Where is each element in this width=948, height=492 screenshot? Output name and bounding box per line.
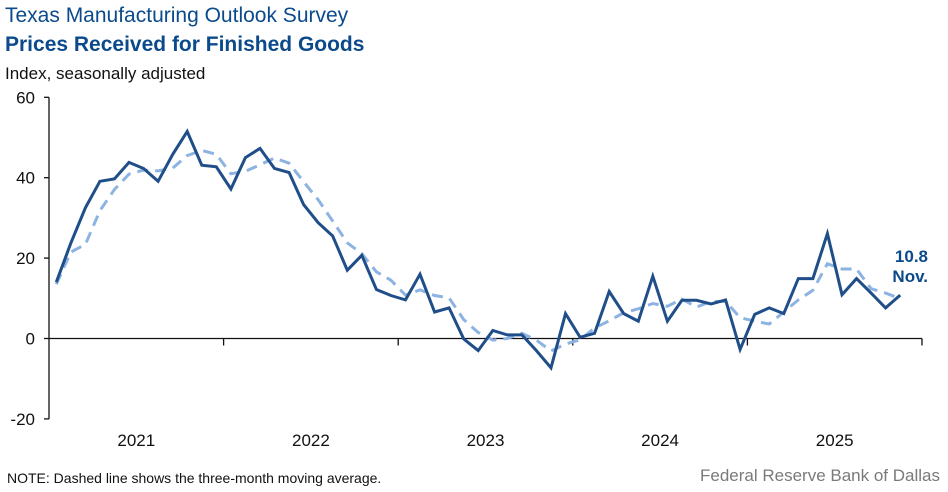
chart-subtitle: Prices Received for Finished Goods [5,33,365,56]
y-axis-unit-label: Index, seasonally adjusted [5,64,206,83]
main-series [54,128,902,371]
moving-average-line [54,148,901,353]
y-tick-label: 60 [16,88,35,107]
annotation-value: 10.8 [895,247,928,266]
x-tick-label: 2023 [467,431,505,450]
moving-average-series [54,148,901,353]
x-tick-label: 2021 [117,431,155,450]
y-tick-label: 0 [26,330,35,349]
annotation-month: Nov. [892,267,928,286]
axes [44,96,923,420]
end-annotation: 10.8 Nov. [892,247,928,286]
x-tick-label: 2022 [292,431,330,450]
y-tick-label: 40 [16,169,35,188]
source-credit: Federal Reserve Bank of Dallas [699,466,940,485]
tick-labels: 60 40 20 0 -20 2021 2022 2023 2024 2025 [10,88,853,450]
y-tick-label: -20 [10,410,35,429]
footnote: NOTE: Dashed line shows the three-month … [7,470,382,486]
x-tick-label: 2025 [816,431,854,450]
x-tick-label: 2024 [641,431,679,450]
index-line [54,128,902,371]
chart-title: Texas Manufacturing Outlook Survey [5,4,349,27]
y-tick-label: 20 [16,249,35,268]
